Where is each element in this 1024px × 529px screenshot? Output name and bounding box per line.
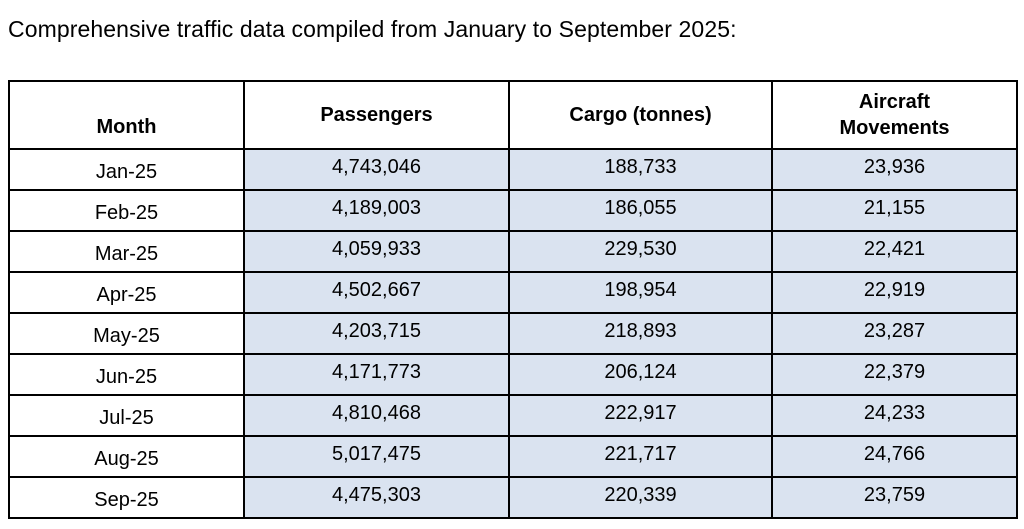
aircraft-movements-cell: 23,287 — [771, 312, 1018, 355]
passengers-cell: 4,475,303 — [243, 476, 510, 519]
cargo-cell: 221,717 — [508, 435, 773, 478]
table-row: Apr-25 4,502,667 198,954 22,919 — [8, 271, 1018, 314]
table-row: Jul-25 4,810,468 222,917 24,233 — [8, 394, 1018, 437]
month-cell: Jan-25 — [8, 148, 245, 191]
aircraft-movements-cell: 24,233 — [771, 394, 1018, 437]
cargo-cell: 188,733 — [508, 148, 773, 191]
cargo-cell: 222,917 — [508, 394, 773, 437]
col-header-passengers: Passengers — [243, 80, 510, 150]
passengers-cell: 5,017,475 — [243, 435, 510, 478]
traffic-data-table: Month Passengers Cargo (tonnes) Aircraft… — [8, 80, 1018, 519]
cargo-cell: 218,893 — [508, 312, 773, 355]
cargo-cell: 220,339 — [508, 476, 773, 519]
table-row: Sep-25 4,475,303 220,339 23,759 — [8, 476, 1018, 519]
month-cell: Apr-25 — [8, 271, 245, 314]
col-header-month: Month — [8, 80, 245, 150]
table-row: Jun-25 4,171,773 206,124 22,379 — [8, 353, 1018, 396]
passengers-cell: 4,171,773 — [243, 353, 510, 396]
cargo-cell: 206,124 — [508, 353, 773, 396]
aircraft-movements-cell: 22,379 — [771, 353, 1018, 396]
passengers-cell: 4,203,715 — [243, 312, 510, 355]
aircraft-movements-cell: 22,421 — [771, 230, 1018, 273]
passengers-cell: 4,743,046 — [243, 148, 510, 191]
col-header-aircraft-movements: Aircraft Movements — [771, 80, 1018, 150]
passengers-cell: 4,810,468 — [243, 394, 510, 437]
aircraft-movements-cell: 23,759 — [771, 476, 1018, 519]
aircraft-movements-cell: 22,919 — [771, 271, 1018, 314]
table-row: Mar-25 4,059,933 229,530 22,421 — [8, 230, 1018, 273]
month-cell: Feb-25 — [8, 189, 245, 232]
month-cell: May-25 — [8, 312, 245, 355]
month-cell: Sep-25 — [8, 476, 245, 519]
month-cell: Jul-25 — [8, 394, 245, 437]
col-header-aircraft-movements-label: Aircraft Movements — [839, 91, 950, 139]
month-cell: Jun-25 — [8, 353, 245, 396]
passengers-cell: 4,189,003 — [243, 189, 510, 232]
table-row: Aug-25 5,017,475 221,717 24,766 — [8, 435, 1018, 478]
aircraft-movements-cell: 23,936 — [771, 148, 1018, 191]
cargo-cell: 186,055 — [508, 189, 773, 232]
table-row: Jan-25 4,743,046 188,733 23,936 — [8, 148, 1018, 191]
table-row: May-25 4,203,715 218,893 23,287 — [8, 312, 1018, 355]
aircraft-movements-cell: 24,766 — [771, 435, 1018, 478]
cargo-cell: 229,530 — [508, 230, 773, 273]
table-row: Feb-25 4,189,003 186,055 21,155 — [8, 189, 1018, 232]
cargo-cell: 198,954 — [508, 271, 773, 314]
table-header: Month Passengers Cargo (tonnes) Aircraft… — [8, 80, 1018, 150]
header-row: Month Passengers Cargo (tonnes) Aircraft… — [8, 80, 1018, 150]
traffic-table-body: Jan-25 4,743,046 188,733 23,936 Feb-25 4,189,… — [8, 148, 1018, 519]
page-title: Comprehensive traffic data compiled from… — [8, 16, 737, 42]
col-header-cargo: Cargo (tonnes) — [508, 80, 773, 150]
month-cell: Aug-25 — [8, 435, 245, 478]
passengers-cell: 4,502,667 — [243, 271, 510, 314]
passengers-cell: 4,059,933 — [243, 230, 510, 273]
aircraft-movements-cell: 21,155 — [771, 189, 1018, 232]
month-cell: Mar-25 — [8, 230, 245, 273]
